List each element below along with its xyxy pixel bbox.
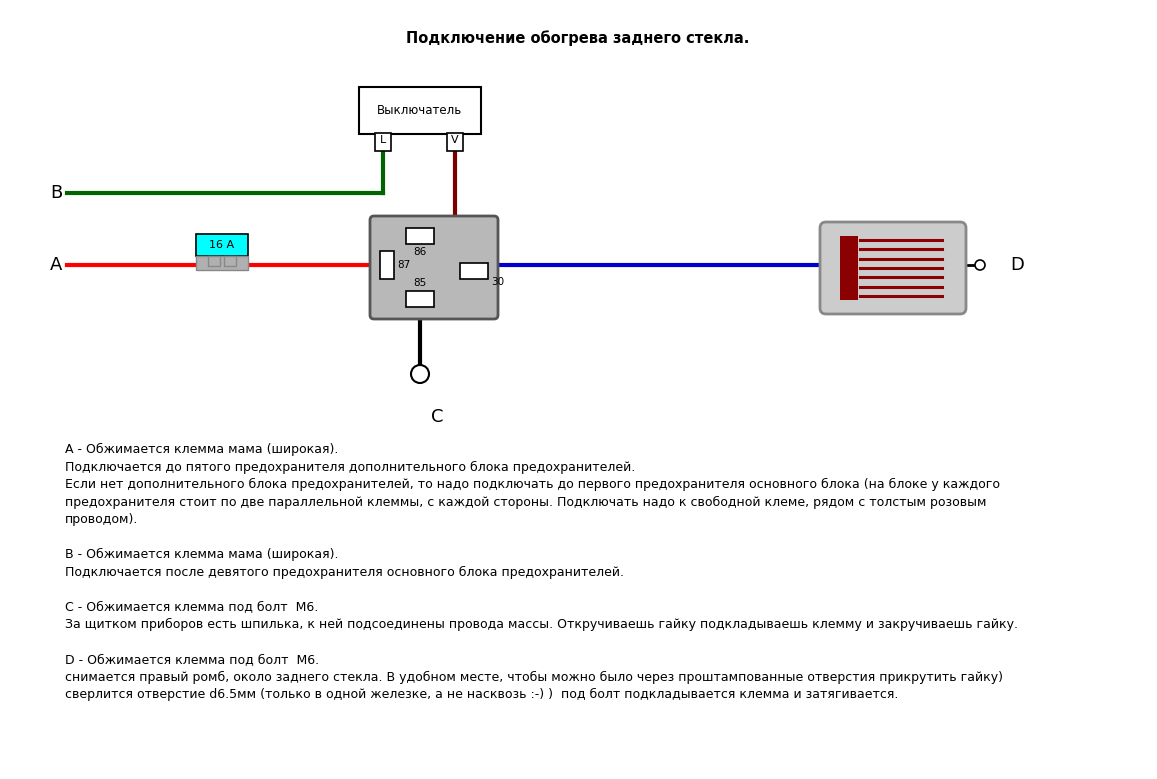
Text: предохранителя стоит по две параллельной клеммы, с каждой стороны. Подключать на: предохранителя стоит по две параллельной… xyxy=(65,495,987,509)
Bar xyxy=(840,236,858,300)
Text: 86: 86 xyxy=(413,247,427,257)
Bar xyxy=(406,228,434,244)
Text: 85: 85 xyxy=(413,278,427,288)
Text: В - Обжимается клемма мама (широкая).: В - Обжимается клемма мама (широкая). xyxy=(65,548,339,561)
Text: С - Обжимается клемма под болт  М6.: С - Обжимается клемма под болт М6. xyxy=(65,601,318,614)
FancyBboxPatch shape xyxy=(820,222,966,314)
Text: C: C xyxy=(430,408,443,426)
Bar xyxy=(208,256,220,266)
Text: 16 A: 16 A xyxy=(209,240,235,250)
Text: Если нет дополнительного блока предохранителей, то надо подключать до первого пр: Если нет дополнительного блока предохран… xyxy=(65,478,1000,491)
Text: 30: 30 xyxy=(491,277,504,287)
Text: сверлится отверстие d6.5мм (только в одной железке, а не насквозь :-) )  под бол: сверлится отверстие d6.5мм (только в одн… xyxy=(65,688,898,701)
Bar xyxy=(460,263,488,279)
Bar xyxy=(375,133,391,151)
FancyBboxPatch shape xyxy=(359,87,481,134)
Circle shape xyxy=(411,365,429,383)
Bar xyxy=(379,251,395,279)
FancyBboxPatch shape xyxy=(370,216,498,319)
Text: Подключается до пятого предохранителя дополнительного блока предохранителей.: Подключается до пятого предохранителя до… xyxy=(65,460,635,474)
Text: Подключение обогрева заднего стекла.: Подключение обогрева заднего стекла. xyxy=(406,30,750,46)
Bar xyxy=(224,256,236,266)
Text: Подключается после девятого предохранителя основного блока предохранителей.: Подключается после девятого предохраните… xyxy=(65,566,624,579)
Bar xyxy=(196,256,248,270)
Text: L: L xyxy=(379,135,386,145)
Text: проводом).: проводом). xyxy=(65,513,139,526)
Text: D: D xyxy=(1010,256,1024,274)
Text: снимается правый ромб, около заднего стекла. В удобном месте, чтобы можно было ч: снимается правый ромб, около заднего сте… xyxy=(65,671,1003,684)
Text: Выключатель: Выключатель xyxy=(377,104,463,117)
Bar xyxy=(196,234,248,256)
Text: D - Обжимается клемма под болт  М6.: D - Обжимается клемма под болт М6. xyxy=(65,653,319,666)
Text: 87: 87 xyxy=(397,260,411,270)
Text: B: B xyxy=(50,184,62,202)
Text: A: A xyxy=(50,256,62,274)
Text: А - Обжимается клемма мама (широкая).: А - Обжимается клемма мама (широкая). xyxy=(65,443,338,456)
Text: За щитком приборов есть шпилька, к ней подсоединены провода массы. Откручиваешь : За щитком приборов есть шпилька, к ней п… xyxy=(65,618,1018,631)
Text: V: V xyxy=(451,135,459,145)
Bar xyxy=(406,291,434,307)
Bar xyxy=(447,133,463,151)
Circle shape xyxy=(975,260,985,270)
